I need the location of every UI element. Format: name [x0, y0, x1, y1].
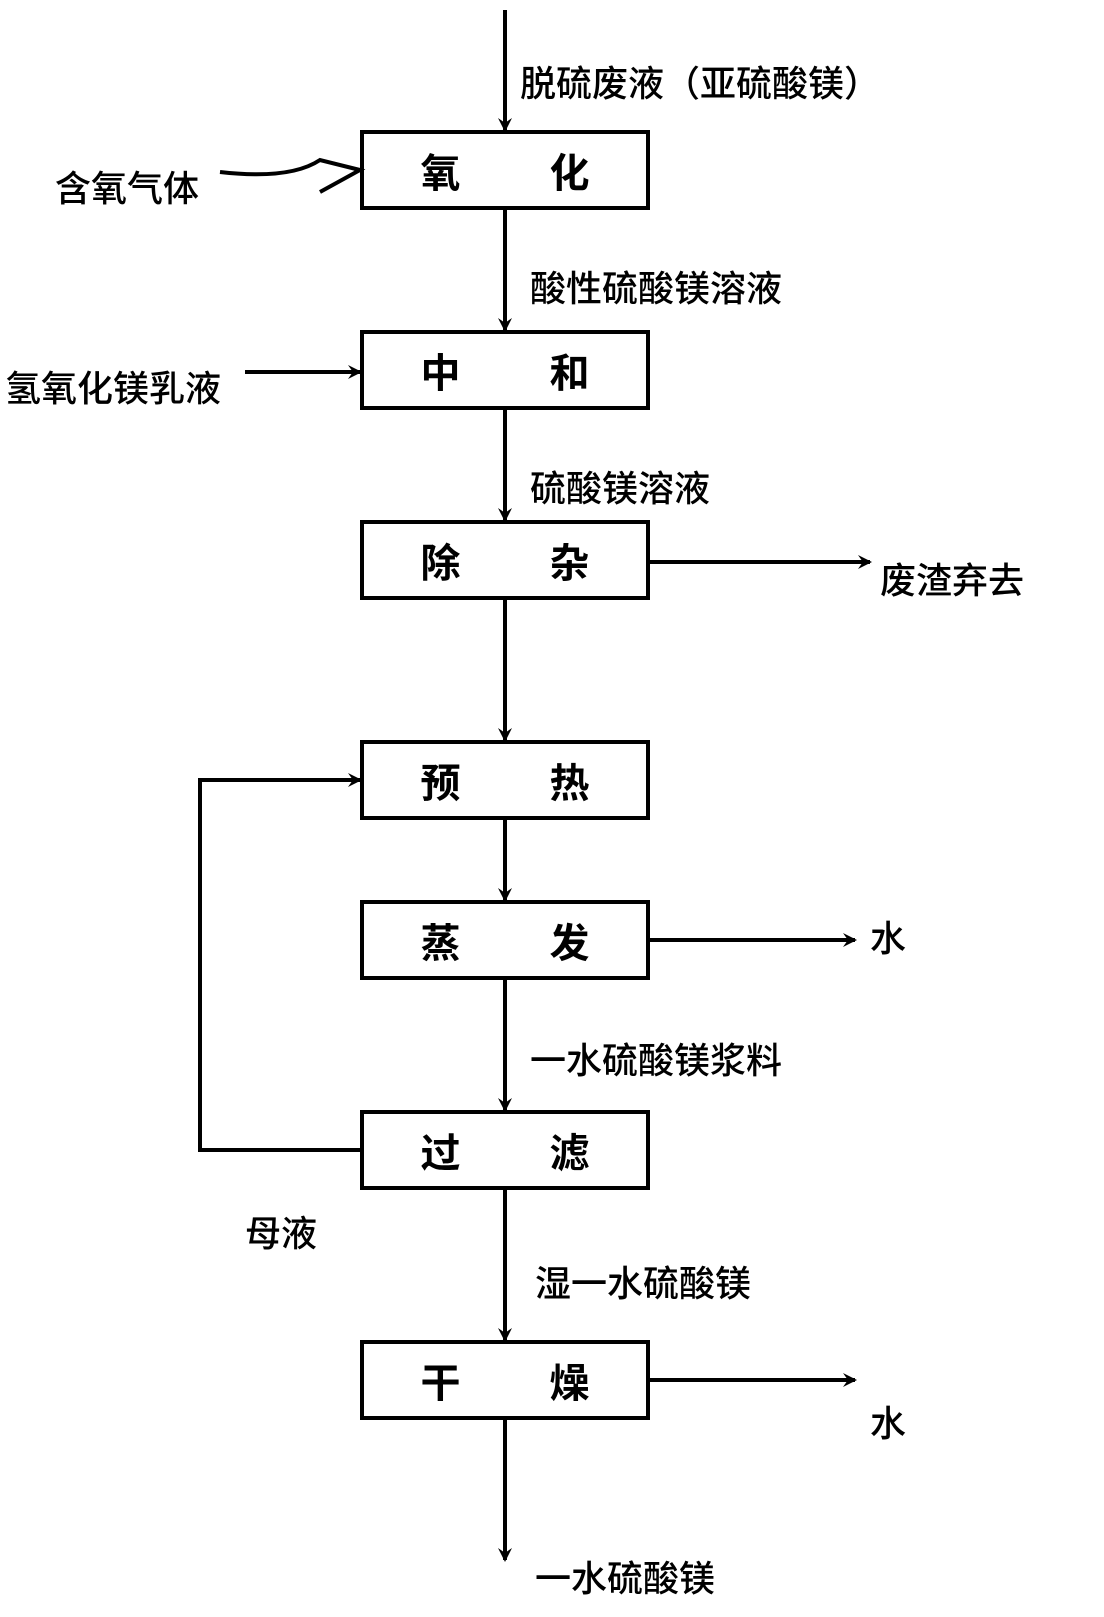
flowchart-label-2: 酸性硫酸镁溶液	[530, 260, 782, 312]
flowchart-label-7: 一水硫酸镁浆料	[530, 1032, 782, 1084]
flowchart-label-10: 水	[870, 1395, 906, 1447]
flowchart-box-evaporate: 蒸 发	[360, 900, 650, 980]
flowchart-box-neutral: 中 和	[360, 330, 650, 410]
flowchart-label-0: 脱硫废液（亚硫酸镁）	[520, 55, 880, 107]
flowchart-label-11: 一水硫酸镁	[535, 1550, 715, 1602]
flowchart-box-impurity: 除 杂	[360, 520, 650, 600]
flowchart-box-dry: 干 燥	[360, 1340, 650, 1420]
flowchart-label-5: 废渣弃去	[880, 552, 1024, 604]
flowchart-label-4: 硫酸镁溶液	[530, 460, 710, 512]
flowchart-label-1: 含氧气体	[55, 160, 199, 212]
flowchart-label-3: 氢氧化镁乳液	[5, 360, 221, 412]
flowchart-box-oxidize: 氧 化	[360, 130, 650, 210]
flowchart-box-filter: 过 滤	[360, 1110, 650, 1190]
flowchart-box-preheat: 预 热	[360, 740, 650, 820]
flowchart-label-6: 水	[870, 910, 906, 962]
flowchart-label-9: 湿一水硫酸镁	[535, 1255, 751, 1307]
flowchart-label-8: 母液	[245, 1205, 317, 1257]
